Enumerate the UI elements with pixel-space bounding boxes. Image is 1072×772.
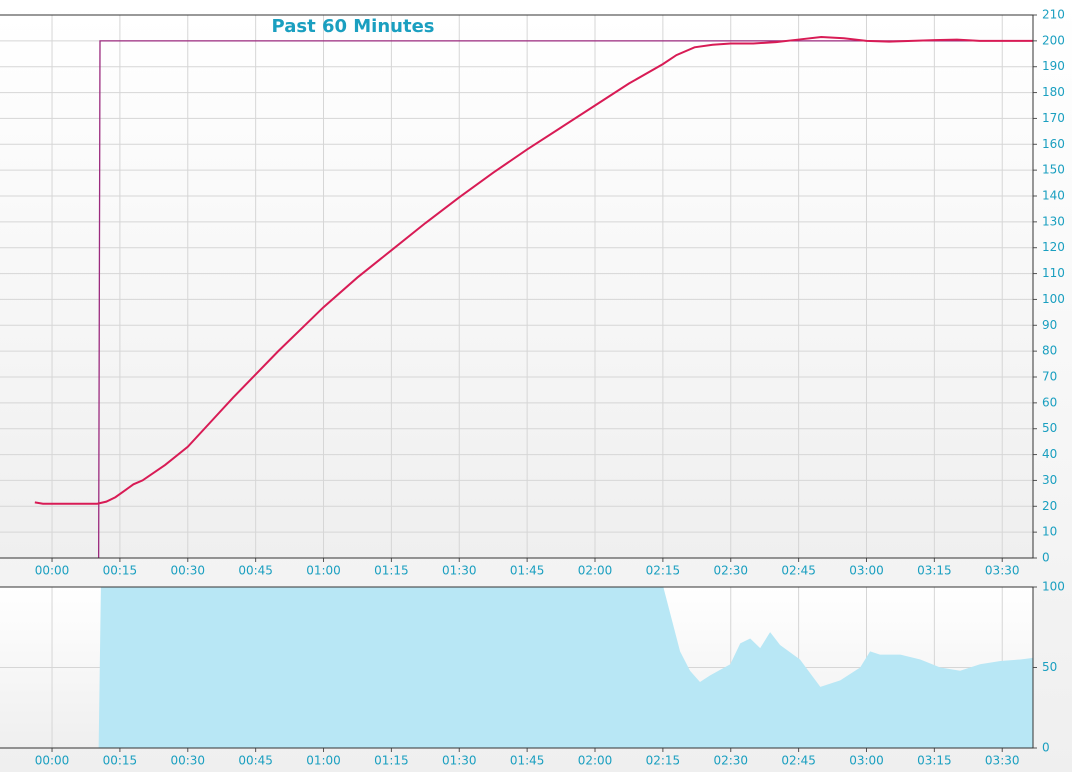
x-tick-label: 03:15 bbox=[917, 564, 952, 578]
y-tick-label: 200 bbox=[1042, 33, 1065, 47]
x-tick-label: 03:30 bbox=[985, 754, 1020, 768]
y-tick-label: 180 bbox=[1042, 85, 1065, 99]
y-tick-label: 0 bbox=[1042, 551, 1050, 565]
x-tick-label: 00:30 bbox=[170, 564, 205, 578]
y-tick-label: 190 bbox=[1042, 59, 1065, 73]
x-tick-label: 01:00 bbox=[306, 754, 341, 768]
x-tick-label: 01:45 bbox=[510, 754, 545, 768]
plot-area bbox=[0, 15, 1033, 558]
plot-border bbox=[0, 14, 1034, 559]
y-tick-label: 100 bbox=[1042, 580, 1065, 594]
x-tick-label: 00:15 bbox=[103, 564, 138, 578]
chart-title: Past 60 Minutes bbox=[272, 16, 435, 37]
x-tick-label: 01:30 bbox=[442, 754, 477, 768]
x-tick-label: 03:00 bbox=[849, 754, 884, 768]
x-tick-label: 02:30 bbox=[713, 754, 748, 768]
y-tick-label: 40 bbox=[1042, 447, 1057, 461]
y-tick-label: 150 bbox=[1042, 163, 1065, 177]
x-tick-label: 02:15 bbox=[646, 754, 681, 768]
y-tick-label: 110 bbox=[1042, 266, 1065, 280]
x-tick-label: 01:30 bbox=[442, 564, 477, 578]
y-tick-label: 160 bbox=[1042, 137, 1065, 151]
x-tick-label: 00:30 bbox=[170, 754, 205, 768]
y-tick-label: 90 bbox=[1042, 318, 1057, 332]
y-tick-label: 50 bbox=[1042, 660, 1057, 674]
x-tick-label: 02:30 bbox=[713, 564, 748, 578]
y-tick-label: 100 bbox=[1042, 292, 1065, 306]
x-tick-label: 00:00 bbox=[35, 754, 70, 768]
y-tick-label: 70 bbox=[1042, 370, 1057, 384]
y-tick-label: 120 bbox=[1042, 240, 1065, 254]
x-tick-label: 00:45 bbox=[238, 564, 273, 578]
y-tick-label: 30 bbox=[1042, 473, 1057, 487]
x-tick-label: 03:30 bbox=[985, 564, 1020, 578]
y-tick-label: 60 bbox=[1042, 395, 1057, 409]
y-tick-label: 80 bbox=[1042, 344, 1057, 358]
x-tick-label: 03:15 bbox=[917, 754, 952, 768]
y-tick-label: 0 bbox=[1042, 741, 1050, 755]
x-tick-label: 00:00 bbox=[35, 564, 70, 578]
x-tick-label: 02:00 bbox=[578, 754, 613, 768]
line bbox=[34, 35, 1033, 505]
x-tick-label: 02:00 bbox=[578, 564, 613, 578]
x-tick-label: 01:00 bbox=[306, 564, 341, 578]
y-tick-label: 130 bbox=[1042, 214, 1065, 228]
area bbox=[98, 587, 1033, 748]
y-tick-label: 170 bbox=[1042, 111, 1065, 125]
x-tick-label: 00:45 bbox=[238, 754, 273, 768]
y-tick-label: 50 bbox=[1042, 421, 1057, 435]
plot-border bbox=[0, 586, 1034, 749]
x-tick-label: 02:15 bbox=[646, 564, 681, 578]
x-tick-label: 00:15 bbox=[103, 754, 138, 768]
x-tick-label: 02:45 bbox=[781, 564, 816, 578]
x-tick-label: 01:15 bbox=[374, 564, 409, 578]
y-tick-label: 140 bbox=[1042, 189, 1065, 203]
x-tick-label: 02:45 bbox=[781, 754, 816, 768]
y-tick-label: 20 bbox=[1042, 499, 1057, 513]
line bbox=[97, 40, 1033, 559]
x-tick-label: 03:00 bbox=[849, 564, 884, 578]
x-tick-label: 01:45 bbox=[510, 564, 545, 578]
y-tick-label: 210 bbox=[1042, 8, 1065, 22]
y-tick-label: 10 bbox=[1042, 525, 1057, 539]
x-tick-label: 01:15 bbox=[374, 754, 409, 768]
